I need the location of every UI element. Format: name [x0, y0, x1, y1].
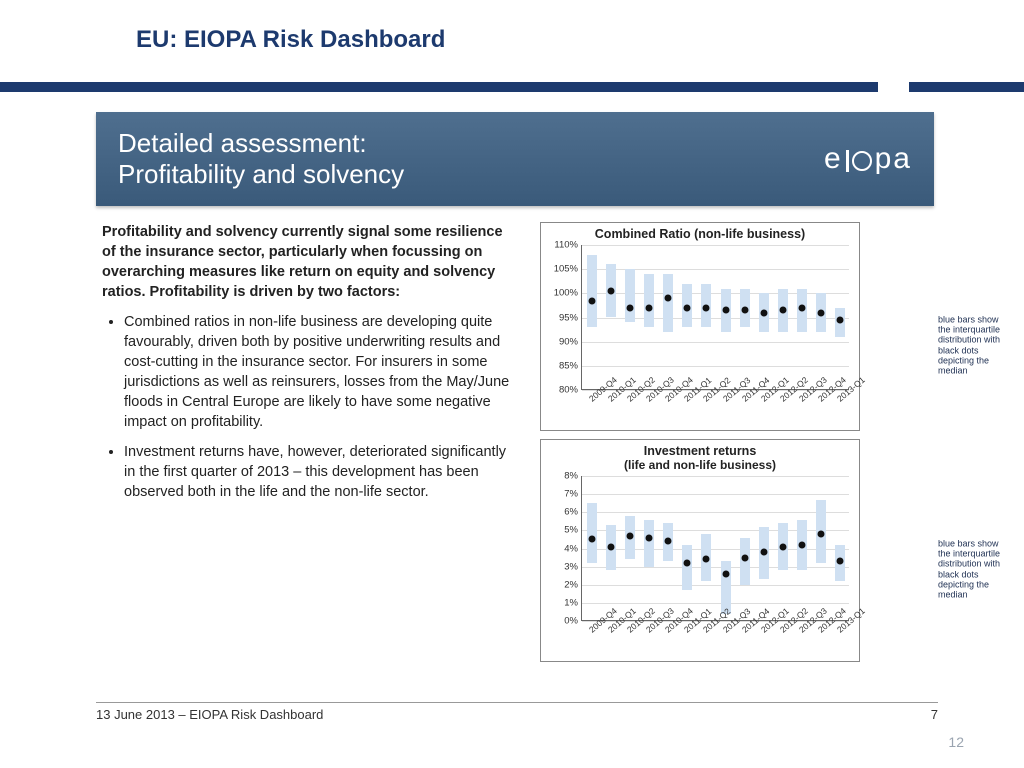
bullet-item: Combined ratios in non-life business are… — [124, 312, 512, 432]
chart1-title: Combined Ratio (non-life business) — [541, 223, 859, 241]
eiopa-logo: epa — [824, 142, 912, 176]
footer-left: 13 June 2013 – EIOPA Risk Dashboard — [96, 707, 323, 722]
body-text: Profitability and solvency currently sig… — [102, 222, 512, 512]
banner-text: Detailed assessment: Profitability and s… — [118, 128, 404, 190]
footer-page: 7 — [931, 707, 938, 722]
chart2-note: blue bars show the interquartile distrib… — [932, 538, 1010, 600]
banner-line2: Profitability and solvency — [118, 159, 404, 190]
charts-column: Combined Ratio (non-life business) 80%85… — [540, 222, 932, 670]
bullet-item: Investment returns have, however, deteri… — [124, 442, 512, 502]
bullet-list: Combined ratios in non-life business are… — [102, 312, 512, 502]
outer-page-number: 12 — [948, 734, 964, 750]
chart2-title: Investment returns (life and non-life bu… — [541, 440, 859, 472]
divider-bar — [0, 82, 1024, 92]
chart-combined-ratio: Combined Ratio (non-life business) 80%85… — [540, 222, 932, 431]
chart1-note: blue bars show the interquartile distrib… — [932, 314, 1010, 376]
banner-line1: Detailed assessment: — [118, 128, 367, 158]
chart-investment-returns: Investment returns (life and non-life bu… — [540, 439, 932, 662]
slide-title: EU: EIOPA Risk Dashboard — [136, 26, 445, 54]
banner: Detailed assessment: Profitability and s… — [96, 112, 934, 206]
lead-paragraph: Profitability and solvency currently sig… — [102, 222, 512, 302]
slide-footer: 13 June 2013 – EIOPA Risk Dashboard 7 — [96, 702, 938, 722]
